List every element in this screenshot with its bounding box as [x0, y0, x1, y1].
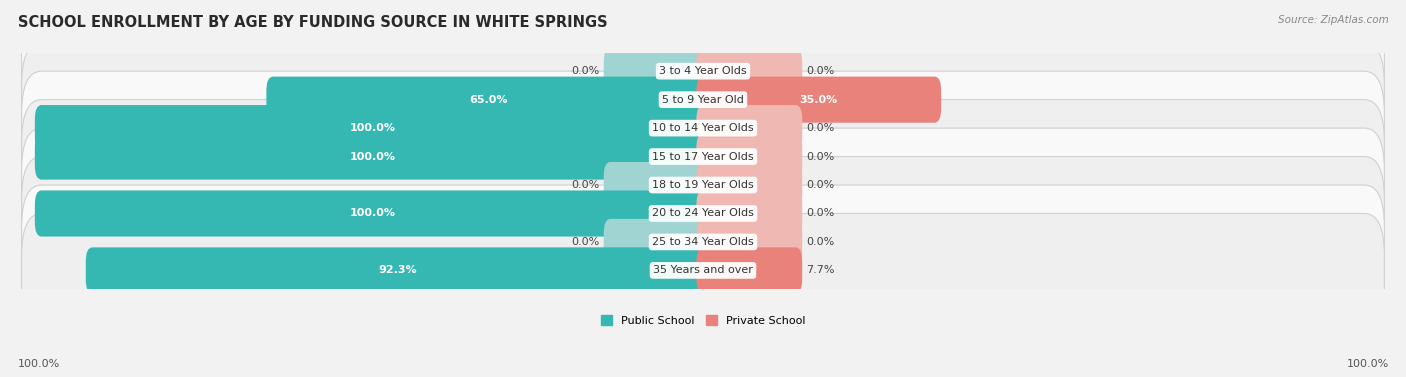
- Text: 15 to 17 Year Olds: 15 to 17 Year Olds: [652, 152, 754, 162]
- FancyBboxPatch shape: [603, 219, 710, 265]
- FancyBboxPatch shape: [21, 156, 1385, 270]
- Text: SCHOOL ENROLLMENT BY AGE BY FUNDING SOURCE IN WHITE SPRINGS: SCHOOL ENROLLMENT BY AGE BY FUNDING SOUR…: [18, 15, 607, 30]
- FancyBboxPatch shape: [21, 100, 1385, 213]
- Text: 0.0%: 0.0%: [572, 237, 600, 247]
- Text: 0.0%: 0.0%: [572, 66, 600, 76]
- FancyBboxPatch shape: [696, 133, 803, 179]
- Text: 65.0%: 65.0%: [468, 95, 508, 105]
- FancyBboxPatch shape: [696, 105, 803, 151]
- FancyBboxPatch shape: [21, 128, 1385, 242]
- FancyBboxPatch shape: [35, 190, 710, 236]
- Text: 100.0%: 100.0%: [349, 208, 395, 219]
- FancyBboxPatch shape: [21, 14, 1385, 128]
- FancyBboxPatch shape: [603, 162, 710, 208]
- Text: 0.0%: 0.0%: [806, 152, 834, 162]
- Text: 5 to 9 Year Old: 5 to 9 Year Old: [662, 95, 744, 105]
- FancyBboxPatch shape: [696, 247, 803, 293]
- Text: 25 to 34 Year Olds: 25 to 34 Year Olds: [652, 237, 754, 247]
- Text: 100.0%: 100.0%: [349, 123, 395, 133]
- FancyBboxPatch shape: [86, 247, 710, 293]
- FancyBboxPatch shape: [21, 71, 1385, 185]
- Text: 0.0%: 0.0%: [806, 237, 834, 247]
- Text: 0.0%: 0.0%: [806, 66, 834, 76]
- FancyBboxPatch shape: [21, 185, 1385, 299]
- FancyBboxPatch shape: [603, 48, 710, 94]
- Text: 35 Years and over: 35 Years and over: [652, 265, 754, 276]
- FancyBboxPatch shape: [696, 219, 803, 265]
- FancyBboxPatch shape: [266, 77, 710, 123]
- Text: 0.0%: 0.0%: [806, 180, 834, 190]
- Text: 7.7%: 7.7%: [806, 265, 835, 276]
- FancyBboxPatch shape: [21, 43, 1385, 156]
- Text: 92.3%: 92.3%: [378, 265, 418, 276]
- Text: 100.0%: 100.0%: [349, 152, 395, 162]
- FancyBboxPatch shape: [35, 133, 710, 179]
- Text: 0.0%: 0.0%: [572, 180, 600, 190]
- Text: 20 to 24 Year Olds: 20 to 24 Year Olds: [652, 208, 754, 219]
- Text: Source: ZipAtlas.com: Source: ZipAtlas.com: [1278, 15, 1389, 25]
- FancyBboxPatch shape: [696, 162, 803, 208]
- FancyBboxPatch shape: [696, 190, 803, 236]
- FancyBboxPatch shape: [35, 105, 710, 151]
- Text: 0.0%: 0.0%: [806, 123, 834, 133]
- FancyBboxPatch shape: [21, 213, 1385, 327]
- FancyBboxPatch shape: [696, 48, 803, 94]
- Text: 10 to 14 Year Olds: 10 to 14 Year Olds: [652, 123, 754, 133]
- Legend: Public School, Private School: Public School, Private School: [600, 316, 806, 326]
- Text: 35.0%: 35.0%: [800, 95, 838, 105]
- Text: 100.0%: 100.0%: [1347, 359, 1389, 369]
- FancyBboxPatch shape: [696, 77, 941, 123]
- Text: 3 to 4 Year Olds: 3 to 4 Year Olds: [659, 66, 747, 76]
- Text: 18 to 19 Year Olds: 18 to 19 Year Olds: [652, 180, 754, 190]
- Text: 0.0%: 0.0%: [806, 208, 834, 219]
- Text: 100.0%: 100.0%: [18, 359, 60, 369]
